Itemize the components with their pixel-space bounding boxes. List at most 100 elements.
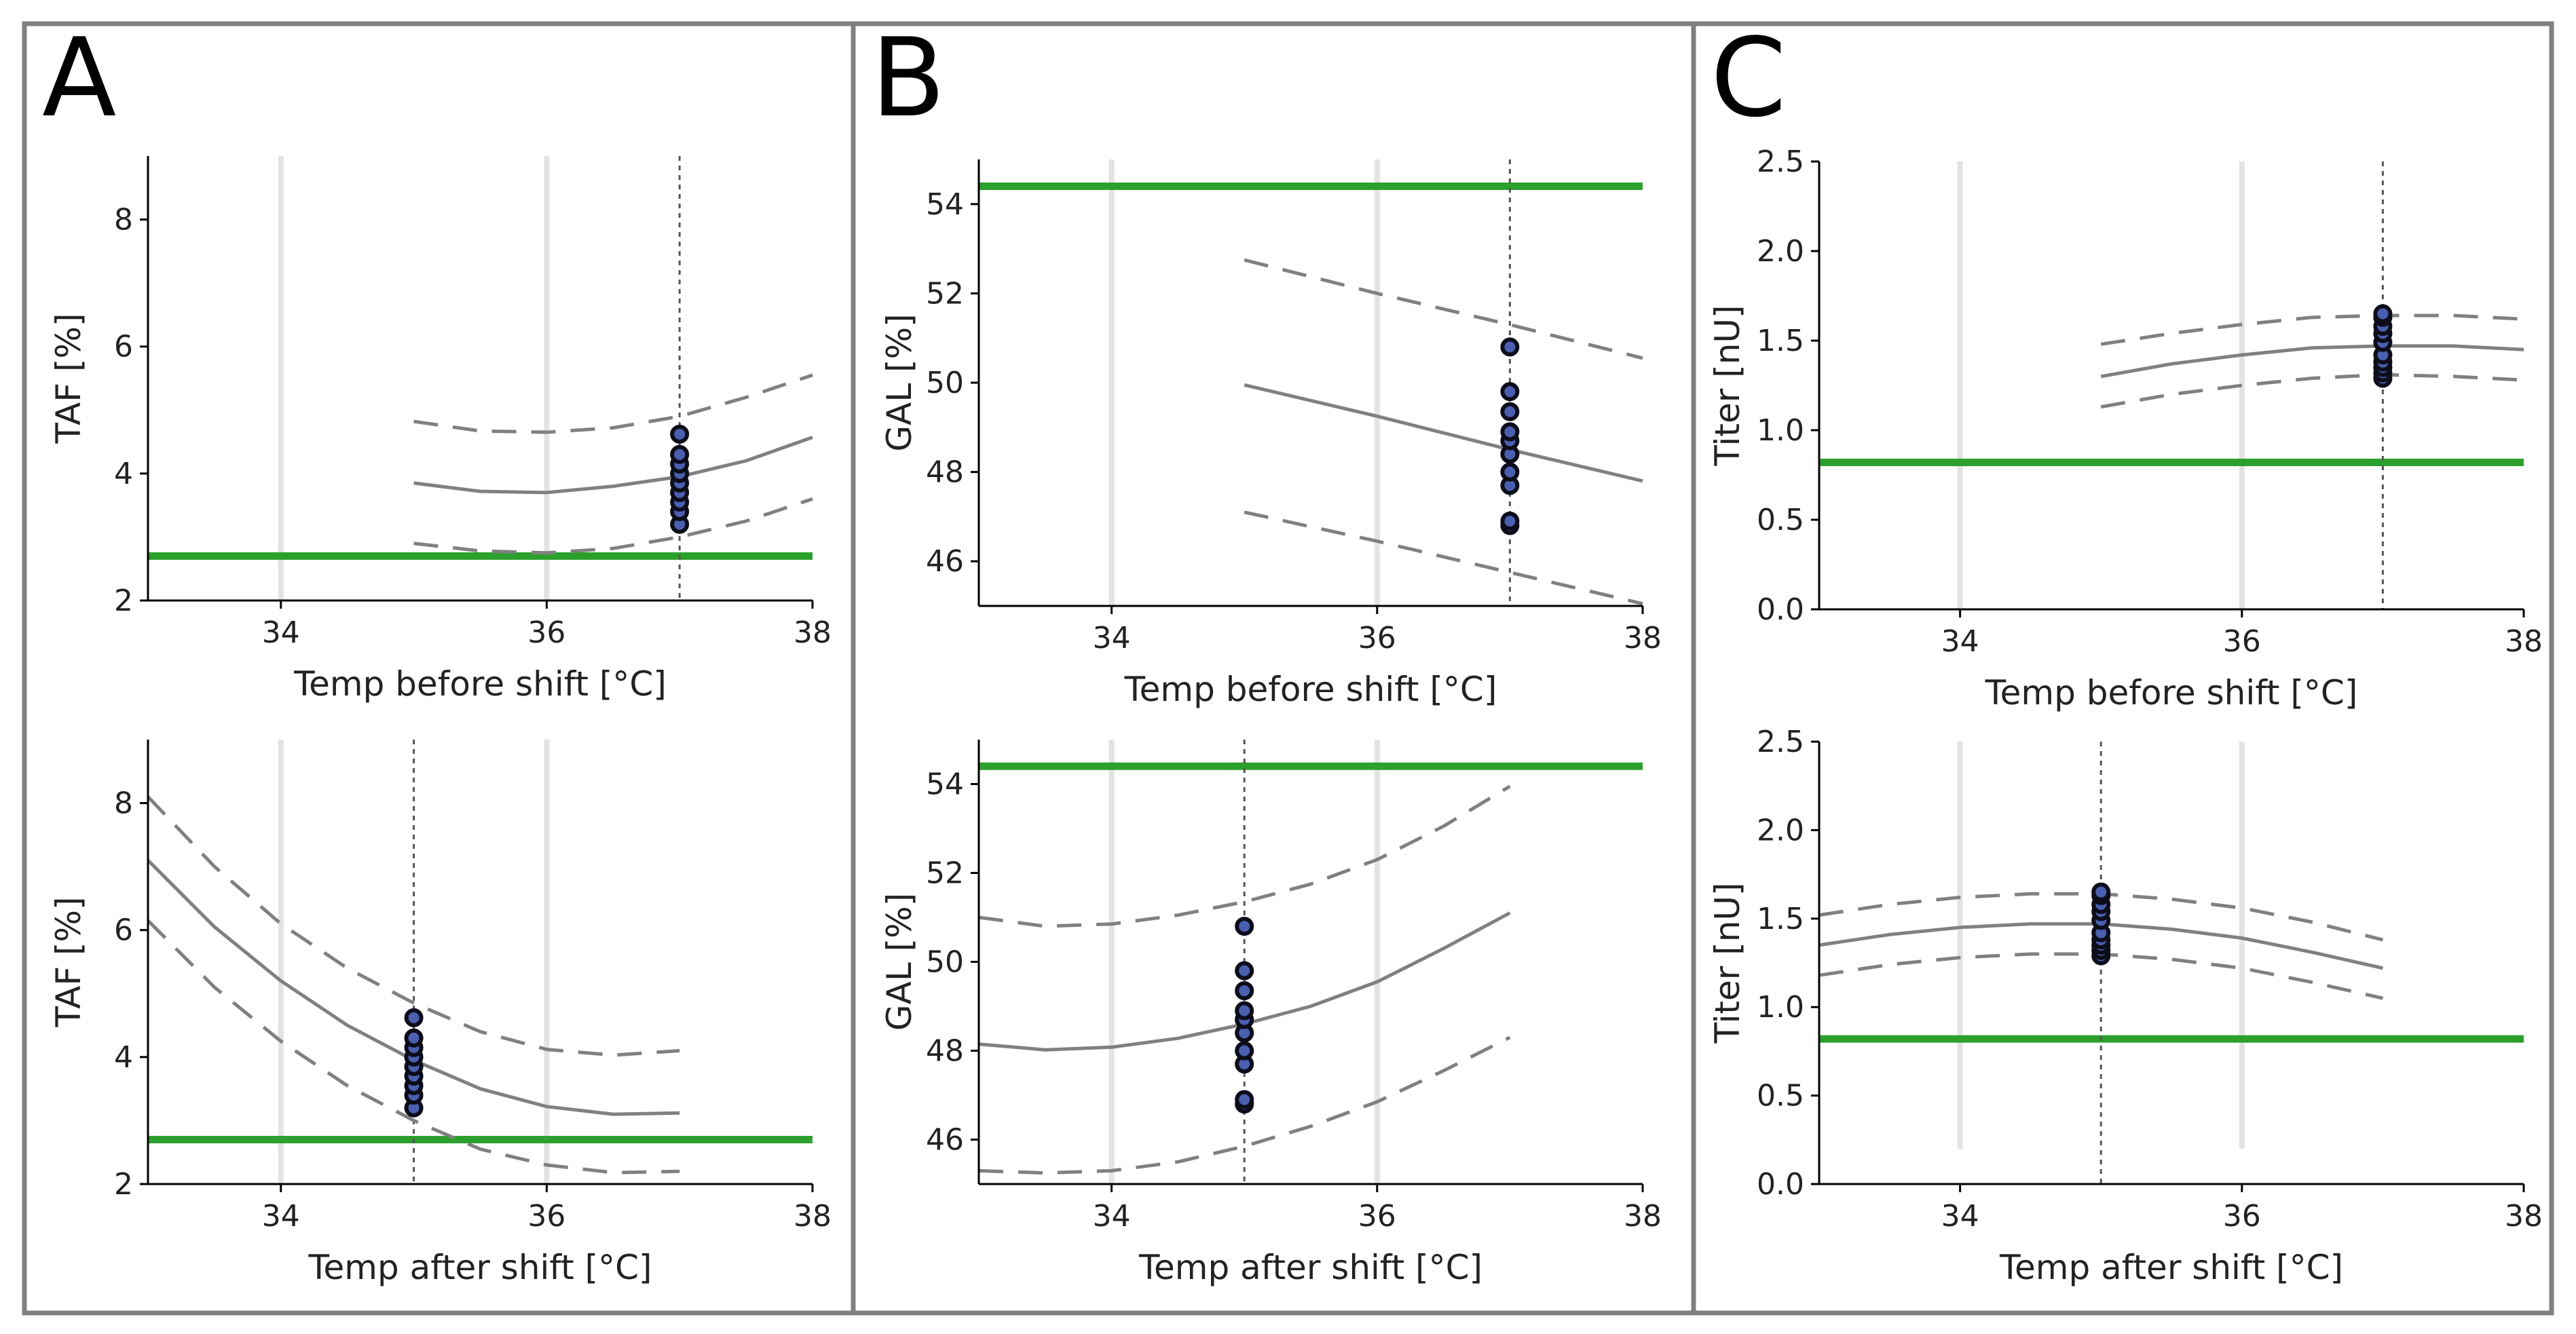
y-axis-label: TAF [%] — [49, 313, 88, 444]
x-tick-label: 38 — [1624, 1199, 1662, 1234]
plot-b-temp-after-shift: 34 36 38 46 48 50 52 54 Temp after shift [°C] GAL… — [880, 740, 1662, 1287]
observation-point — [1500, 511, 1520, 531]
fit-line — [1244, 383, 1643, 483]
ci-lower-line — [1244, 510, 1643, 606]
ci-lower-line — [413, 497, 813, 555]
observation-point — [1500, 337, 1520, 357]
x-tick-label: 36 — [2223, 624, 2261, 659]
x-tick-label: 36 — [527, 1199, 565, 1234]
x-tick-label: 34 — [262, 1199, 300, 1234]
ci-upper-line — [1244, 258, 1643, 360]
x-tick-label: 38 — [2505, 1199, 2543, 1234]
x-axis-label: Temp after shift [°C] — [1138, 1248, 1482, 1287]
observation-point — [404, 1028, 424, 1048]
y-tick-label: 54 — [926, 187, 964, 222]
y-tick-label: 8 — [114, 203, 133, 237]
y-tick-label: 2.5 — [1757, 725, 1804, 759]
y-tick-label: 50 — [926, 366, 964, 400]
x-tick-label: 38 — [794, 1199, 832, 1234]
y-tick-label: 2.0 — [1757, 234, 1804, 269]
observation-point — [1235, 961, 1254, 980]
y-tick-label: 0.0 — [1757, 592, 1804, 627]
y-tick-label: 6 — [114, 913, 133, 948]
observation-point — [404, 1008, 424, 1027]
observation-point — [2373, 304, 2393, 324]
y-tick-label: 0.0 — [1757, 1167, 1804, 1202]
x-axis-label: Temp before shift [°C] — [1124, 670, 1497, 709]
plot-a-temp-after-shift: 34 36 38 2 4 6 8 Temp after shift [°C] TAF [%] — [49, 740, 832, 1287]
observation-point — [2091, 882, 2111, 902]
panel-letter-c: C — [1711, 14, 1787, 141]
x-tick-label: 38 — [1624, 621, 1662, 655]
observation-point — [1235, 981, 1254, 1001]
y-tick-label: 2 — [114, 1167, 133, 1202]
panel-letter-b: B — [871, 14, 946, 141]
observation-point — [1235, 917, 1254, 936]
x-tick-label: 36 — [1358, 1199, 1396, 1234]
y-axis-label: Titer [nU] — [1708, 305, 1747, 466]
observation-point — [1500, 422, 1520, 442]
x-axis-label: Temp before shift [°C] — [293, 664, 667, 704]
plot-b-temp-before-shift: 34 36 38 46 48 50 52 54 Temp before shift [°C] GA… — [880, 159, 1662, 709]
ci-lower-line — [2100, 373, 2524, 409]
fit-line — [413, 436, 813, 495]
ci-upper-line — [978, 784, 1511, 928]
observation-point — [1500, 462, 1520, 482]
y-axis-label: GAL [%] — [880, 313, 919, 451]
ci-lower-line — [978, 1035, 1511, 1175]
plot-c-temp-before-shift: 34 36 38 0.0 0.5 1.0 1.5 2.0 2.5 Temp before shif… — [1708, 145, 2543, 712]
y-tick-label: 50 — [926, 945, 964, 980]
x-tick-label: 38 — [794, 615, 832, 650]
x-tick-label: 34 — [262, 615, 300, 650]
y-tick-label: 2 — [114, 584, 133, 618]
y-tick-label: 6 — [114, 330, 133, 364]
y-tick-label: 4 — [114, 457, 133, 491]
x-tick-label: 34 — [1941, 624, 1979, 659]
y-tick-label: 48 — [926, 455, 964, 490]
y-axis-label: GAL [%] — [880, 893, 919, 1031]
x-tick-label: 34 — [1941, 1199, 1979, 1234]
x-tick-label: 38 — [2505, 624, 2543, 659]
x-tick-label: 36 — [2223, 1199, 2261, 1234]
x-axis-label: Temp after shift [°C] — [307, 1248, 652, 1287]
observation-point — [1235, 1090, 1254, 1109]
y-tick-label: 46 — [926, 544, 964, 579]
panel-c-frame — [1691, 21, 2554, 1316]
observation-point — [1500, 382, 1520, 402]
y-tick-label: 52 — [926, 276, 964, 311]
observation-point — [670, 444, 690, 464]
y-tick-label: 52 — [926, 856, 964, 891]
ci-upper-line — [147, 795, 680, 1057]
x-tick-label: 36 — [527, 615, 565, 650]
y-tick-label: 54 — [926, 767, 964, 802]
observation-point — [1500, 402, 1520, 421]
y-tick-label: 1.0 — [1757, 990, 1804, 1025]
observation-point — [1235, 1041, 1254, 1061]
fit-line — [2100, 344, 2524, 379]
ci-lower-line — [147, 919, 680, 1175]
y-tick-label: 4 — [114, 1040, 133, 1075]
plot-a-temp-before-shift: 34 36 38 2 4 6 8 Temp before shift [°C] TAF [%] — [49, 156, 832, 704]
ci-upper-line — [413, 373, 813, 434]
y-tick-label: 1.5 — [1757, 324, 1804, 358]
y-tick-label: 46 — [926, 1123, 964, 1158]
x-tick-label: 34 — [1093, 1199, 1131, 1234]
y-axis-label: TAF [%] — [49, 896, 88, 1027]
y-tick-label: 0.5 — [1757, 503, 1804, 537]
y-tick-label: 8 — [114, 786, 133, 821]
panel-letter-a: A — [42, 14, 116, 141]
plot-c-temp-after-shift: 34 36 38 0.0 0.5 1.0 1.5 2.0 2.5 Temp after shift… — [1708, 725, 2543, 1287]
y-tick-label: 0.5 — [1757, 1079, 1804, 1113]
y-tick-label: 48 — [926, 1034, 964, 1069]
x-tick-label: 34 — [1093, 621, 1131, 655]
observation-point — [670, 424, 690, 444]
x-tick-label: 36 — [1358, 621, 1396, 655]
observation-point — [1235, 1001, 1254, 1021]
x-axis-label: Temp after shift [°C] — [1999, 1248, 2343, 1287]
y-tick-label: 2.0 — [1757, 813, 1804, 847]
ci-upper-line — [2100, 313, 2524, 346]
y-tick-label: 1.0 — [1757, 413, 1804, 448]
x-axis-label: Temp before shift [°C] — [1985, 673, 2358, 712]
